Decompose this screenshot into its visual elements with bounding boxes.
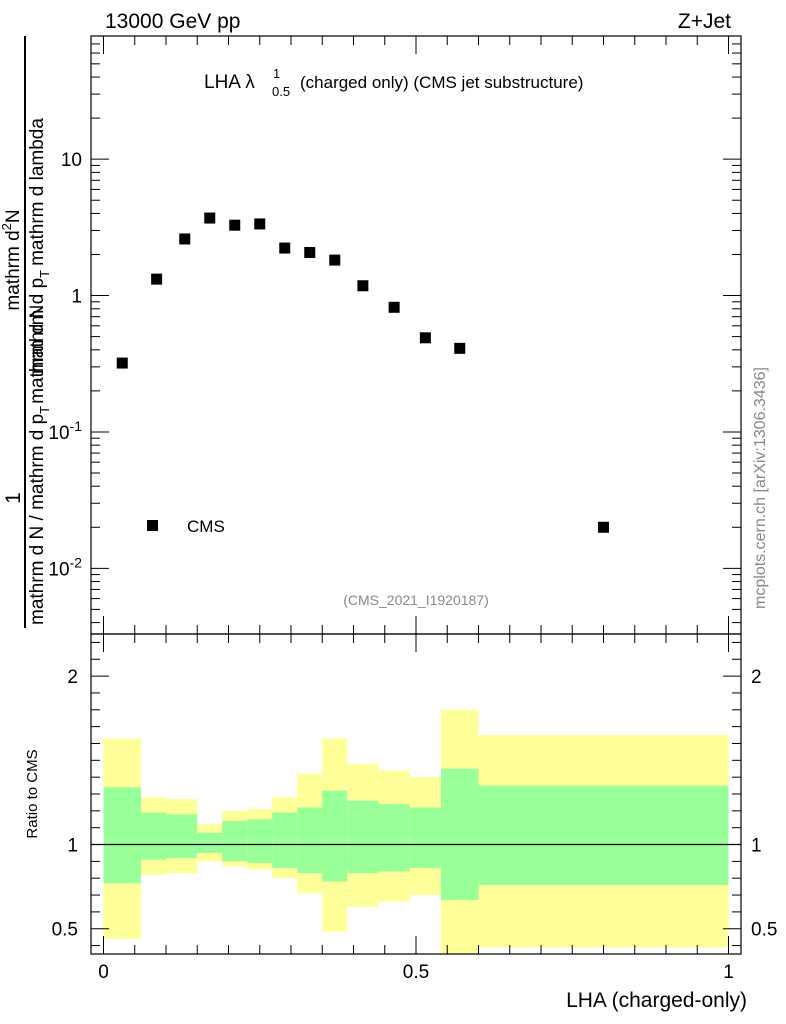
ratio-bands [103, 709, 729, 954]
mcplots-note: mcplots.cern.ch [arXiv:1306.3436] [752, 367, 769, 609]
data-point [598, 521, 609, 533]
data-point [204, 212, 216, 224]
ylabel-numerator: mathrm d2N [0, 209, 24, 310]
inner-band-bin [222, 820, 248, 862]
ylabel-denominator-right: mathrm d pTmathrm d lambda [27, 118, 52, 374]
inner-band-bin [322, 790, 348, 882]
y-tick-label: 10-1 [48, 418, 82, 444]
title-sup: 1 [273, 66, 280, 81]
inner-band-bin [409, 807, 441, 869]
main-panel-frame [90, 35, 742, 635]
inner-band-bin [141, 812, 166, 860]
data-points [116, 212, 609, 533]
legend-marker [147, 520, 158, 531]
inner-band-bin [272, 812, 298, 869]
data-point [229, 219, 241, 231]
legend-label: CMS [187, 517, 225, 536]
ratio-y-tick-label: 1 [751, 836, 762, 857]
energy-label: 13000 GeV pp [105, 10, 240, 33]
y-tick-label: 10 [61, 150, 82, 171]
ylabel-one: 1 [2, 492, 25, 504]
data-point [454, 342, 466, 354]
main-x-ticks [103, 36, 729, 634]
inner-band-bin [378, 804, 410, 872]
data-point [254, 218, 266, 230]
y-tick-label: 1 [71, 287, 82, 308]
plot-title: LHA λ 1 0.5 (charged only) (CMS jet subs… [204, 66, 583, 99]
inner-band-bin [247, 819, 273, 864]
data-point [151, 273, 163, 285]
y-tick-label: 10-2 [48, 554, 82, 580]
ratio-y-ticks: 0.5 0.5 1 1 2 2 [52, 641, 777, 947]
data-point [179, 233, 191, 245]
ratio-y-label: Ratio to CMS [24, 749, 41, 838]
data-point [329, 254, 341, 266]
inner-band-bin [441, 768, 479, 901]
title-main: LHA λ [204, 72, 255, 93]
ratio-y-tick-label: 2 [751, 667, 762, 688]
ratio-x-ticks: 0 0.5 1 [98, 634, 734, 983]
inner-band-bin [197, 832, 223, 853]
inner-band-bin [166, 814, 198, 858]
ratio-panel: 0.5 0.51 12 2 0 0.5 1 Ratio to CMS LHA (charg… [24, 633, 777, 1012]
x-tick-label: 0.5 [403, 962, 429, 983]
process-label: Z+Jet [678, 10, 731, 33]
legend: CMS [147, 517, 225, 536]
x-tick-label: 1 [723, 962, 734, 983]
data-point [279, 242, 291, 254]
inner-band-bin [478, 785, 729, 885]
ratio-y-tick-label: 1 [67, 836, 78, 857]
data-point [419, 332, 431, 344]
inner-band-bin [103, 787, 141, 884]
ratio-y-tick-label: 0.5 [751, 920, 777, 941]
ylabel-denominator-left: mathrm d N / mathrm d pTmathrm d N [27, 305, 52, 625]
title-rest: (charged only) (CMS jet substructure) [300, 73, 583, 92]
inner-band-bin [347, 800, 379, 874]
ratio-y-tick-label: 0.5 [52, 920, 78, 941]
x-axis-label: LHA (charged-only) [566, 989, 747, 1012]
analysis-id: (CMS_2021_I1920187) [343, 592, 489, 608]
main-y-ticks: 10-2 10-1 1 10 [48, 35, 741, 624]
x-tick-label: 0 [98, 962, 109, 983]
data-point [357, 280, 369, 292]
y-axis-label: 1 mathrm d N / mathrm d pTmathrm d N mat… [0, 36, 52, 628]
data-point [388, 301, 400, 313]
data-point [116, 357, 128, 369]
ratio-y-tick-label: 2 [67, 667, 78, 688]
inner-band-bin [297, 807, 323, 874]
main-panel: 10-2 10-1 1 10 (CMS_2021_I1920187) CMS [48, 35, 742, 635]
data-point [304, 246, 316, 258]
title-sub: 0.5 [272, 84, 290, 99]
